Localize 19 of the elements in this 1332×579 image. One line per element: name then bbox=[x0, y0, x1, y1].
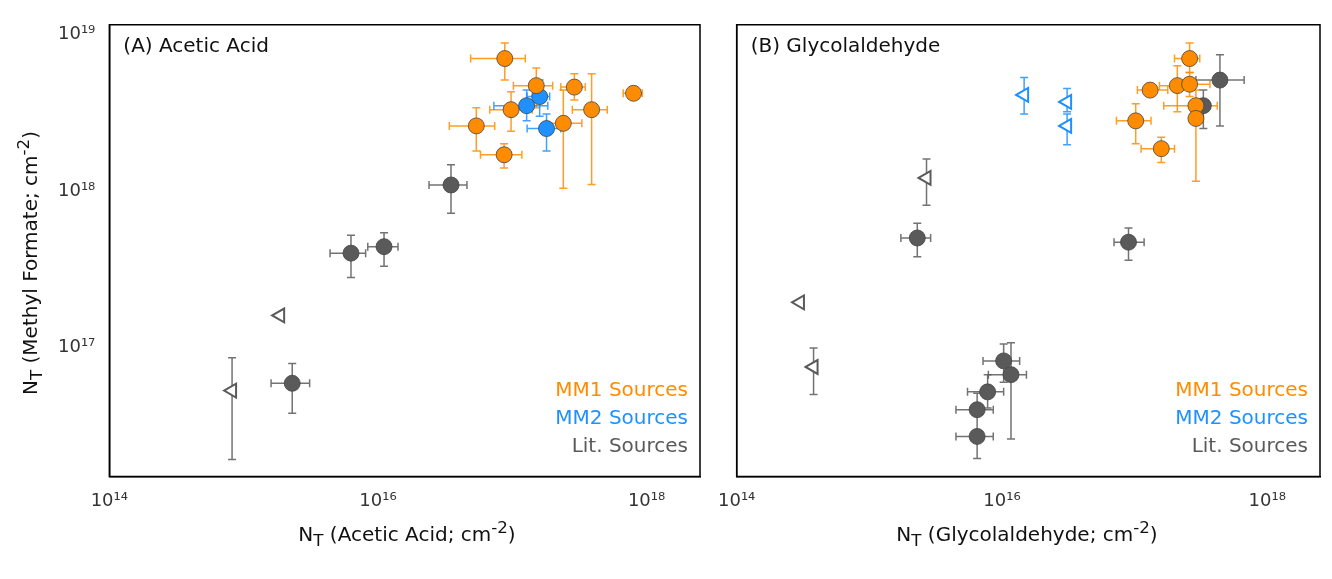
text: MM1 Sources bbox=[1175, 376, 1308, 401]
text: (B) Glycolaldehyde bbox=[750, 33, 941, 57]
text: MM2 Sources bbox=[1175, 404, 1308, 429]
x-tick-label: 10¹⁴ bbox=[718, 488, 756, 510]
text: Lit. Sources bbox=[1191, 432, 1308, 457]
text: MM1 Sources bbox=[555, 376, 688, 401]
x-axis-title: N$_{T}$ (Glycolaldehyde; cm$^{-2}$) bbox=[895, 518, 1159, 550]
x-tick-label: 10¹⁸ bbox=[1248, 488, 1286, 510]
x-tick-label: 10¹⁶ bbox=[983, 488, 1021, 510]
text: Lit. Sources bbox=[571, 432, 688, 457]
x-tick-label: 10¹⁴ bbox=[90, 488, 129, 510]
x-tick-label: 10¹⁸ bbox=[627, 488, 666, 510]
y-tick-label: 10¹⁹ bbox=[57, 21, 96, 43]
x-axis-title: N$_{T}$ (Acetic Acid; cm$^{-2}$) bbox=[297, 518, 517, 550]
text: MM2 Sources bbox=[555, 404, 688, 429]
y-tick-label: 10¹⁷ bbox=[57, 335, 96, 357]
x-tick-label: 10¹⁶ bbox=[359, 488, 397, 510]
text: (A) Acetic Acid bbox=[123, 33, 269, 57]
y-tick-label: 10¹⁸ bbox=[57, 178, 96, 200]
